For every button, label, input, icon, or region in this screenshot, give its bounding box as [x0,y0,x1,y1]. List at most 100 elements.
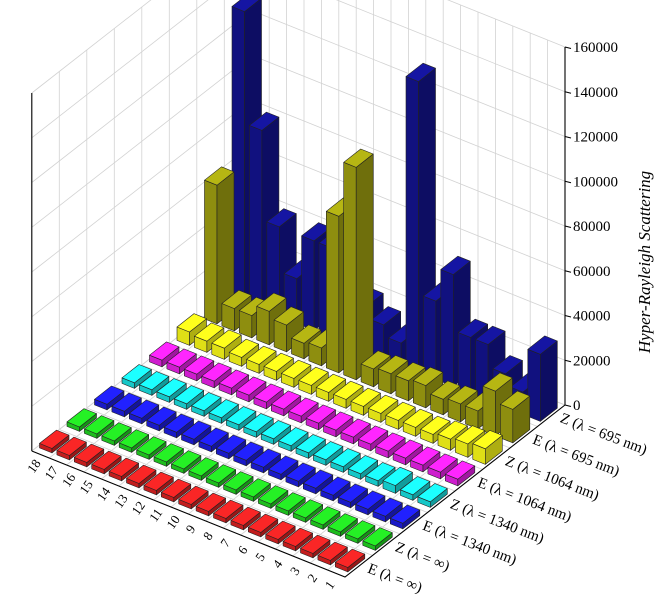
x-tick-label: 12 [128,498,148,517]
bar-face [492,355,523,375]
bar [201,362,232,389]
bar-face [240,478,271,498]
bar-face [288,397,319,417]
bar-face [156,378,187,398]
bar [204,166,235,325]
bar [345,520,376,544]
bar-face [360,350,391,370]
bar-face [218,369,249,389]
series-label: Z (λ = ∞) [393,540,452,575]
bar-face [300,534,331,554]
bar [243,413,274,438]
bar-face [301,222,332,242]
z-tick [564,46,572,50]
bar [412,366,444,409]
bar-face [181,420,212,440]
floor-axis [31,404,566,578]
z-tick-label: 140000 [573,85,618,101]
bar [171,450,202,474]
bar [178,485,209,510]
bar-face [440,255,471,275]
bar-face [337,483,368,503]
bar-face [405,76,419,373]
bar-face [292,499,324,519]
bar-face [39,429,70,449]
bar-face [230,506,261,526]
bar [265,520,296,545]
bar [223,471,254,495]
bar-face [248,513,279,533]
bar-face [195,492,226,512]
bar-face [263,352,294,372]
bar-face [320,476,351,496]
bar-face [256,305,270,346]
bar-face [246,345,277,365]
bar [233,441,264,467]
bar-face [108,457,139,477]
bar-face [482,372,513,392]
bar [143,471,174,496]
bar [108,457,139,482]
grid-line [31,54,566,228]
bar [385,401,416,430]
bar-face [372,497,403,517]
bar-face [334,548,366,568]
bar-face [455,425,486,445]
bar-face [56,436,87,456]
z-tick [564,180,572,184]
bar-face [305,404,336,424]
bar [295,434,326,459]
bar-face [94,385,125,405]
bar-face [191,392,222,412]
bar-face [417,483,448,503]
bar [420,415,451,444]
bar-face [423,295,437,380]
x-tick-label: 6 [235,543,251,557]
z-tick-label: 120000 [573,130,618,146]
bar-face [389,504,421,524]
x-tick-label: 5 [252,550,268,564]
z-tick [564,225,572,229]
bar-face [171,450,202,470]
bar-face [302,469,334,489]
bar [149,341,180,368]
bar-face [385,401,416,421]
bar [191,392,222,417]
grid-line [31,0,566,139]
bar-face [315,373,347,393]
bar-face [278,427,309,447]
bar [91,450,122,475]
grid-line [114,386,428,513]
bar [101,422,132,446]
bar-face [298,366,329,386]
bar [129,399,160,425]
bar [253,383,284,410]
bar [263,352,294,381]
bar [444,460,476,487]
bar-face [178,485,209,505]
bar-face [437,420,468,440]
bar [427,453,458,480]
bar [323,411,354,438]
bar-face [357,425,389,445]
bar [327,513,358,537]
bar [246,345,277,374]
bar-face [249,111,280,131]
x-tick-label: 2 [304,571,320,585]
bar-face [201,362,232,382]
bar-face [204,166,235,186]
x-tick-label: 7 [217,536,233,550]
bar [392,439,423,466]
bar-face [395,362,426,382]
bar-face [208,399,239,419]
bar-face [355,490,386,510]
bar-face [410,446,441,466]
bar [111,392,142,418]
x-tick-label: 8 [200,529,216,543]
bar [300,534,331,559]
bar-face [111,392,142,412]
bar-face [139,371,170,391]
bar-face [365,462,396,482]
bar-face [146,406,177,426]
